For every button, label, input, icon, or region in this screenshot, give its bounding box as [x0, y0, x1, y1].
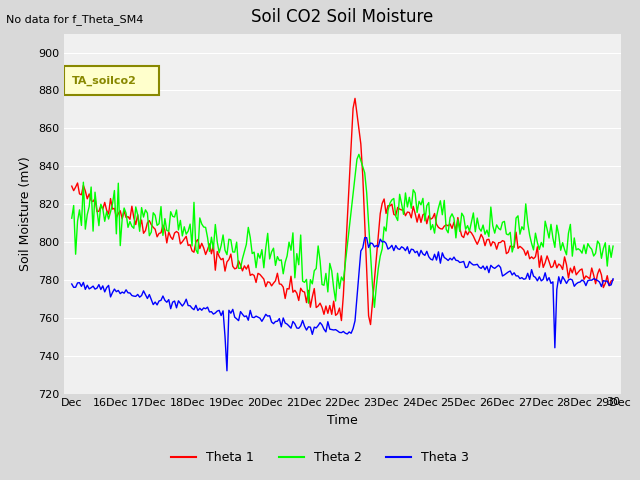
Y-axis label: Soil Moisture (mV): Soil Moisture (mV)	[19, 156, 33, 271]
Text: TA_soilco2: TA_soilco2	[72, 75, 137, 85]
Legend: Theta 1, Theta 2, Theta 3: Theta 1, Theta 2, Theta 3	[166, 446, 474, 469]
FancyBboxPatch shape	[64, 66, 159, 95]
Text: 30: 30	[606, 397, 620, 408]
Text: No data for f_Theta_SM4: No data for f_Theta_SM4	[6, 14, 144, 25]
X-axis label: Time: Time	[327, 414, 358, 427]
Title: Soil CO2 Soil Moisture: Soil CO2 Soil Moisture	[252, 9, 433, 26]
